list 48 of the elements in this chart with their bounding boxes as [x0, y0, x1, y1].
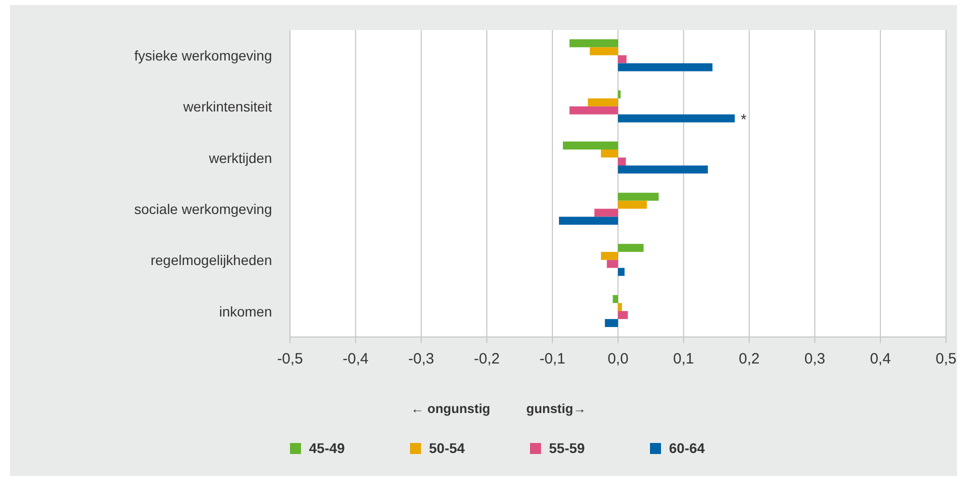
bar	[618, 63, 712, 72]
x-tick-label: -0,1	[539, 350, 566, 368]
bar	[606, 260, 618, 268]
y-tick-label: werkintensiteit	[182, 98, 272, 115]
bar	[604, 319, 618, 328]
x-tick-label: 0,1	[673, 350, 694, 368]
bar	[569, 39, 618, 48]
bar	[618, 90, 621, 98]
x-tick-label: 0,4	[870, 350, 891, 368]
bar	[618, 158, 626, 166]
bar	[612, 295, 618, 304]
x-tick-label: -0,4	[342, 350, 369, 368]
bar	[618, 55, 627, 64]
bar	[618, 114, 735, 122]
x-tick-label: 0,5	[936, 350, 956, 368]
bar	[600, 252, 618, 260]
y-tick-label: sociale werkomgeving	[134, 201, 272, 218]
bar	[569, 106, 618, 114]
legend-label: 50-54	[429, 440, 465, 456]
y-tick-label: fysieke werkomgeving	[134, 48, 272, 64]
bar	[590, 47, 618, 56]
x-tick-label: 0,2	[738, 350, 760, 368]
x-tick-label: 0,0	[608, 350, 628, 368]
bar	[562, 142, 618, 150]
bar	[594, 208, 618, 217]
data-label: *	[740, 111, 747, 128]
legend-label: 60-64	[669, 440, 705, 456]
bar	[618, 268, 625, 276]
x-tick-label: -0,2	[474, 350, 500, 368]
y-tick-label: werktijden	[208, 150, 272, 166]
legend-label: 55-59	[549, 440, 585, 456]
y-tick-label: inkomen	[219, 303, 272, 320]
bar	[618, 200, 647, 209]
bar	[618, 303, 622, 312]
bar	[618, 166, 708, 174]
x-tick-label: -0,5	[277, 350, 303, 368]
bar	[618, 244, 644, 252]
bar	[558, 216, 618, 225]
text: ← ongunstig	[410, 401, 490, 416]
bar	[600, 150, 618, 158]
bar	[618, 192, 659, 201]
x-tick-label: 0,3	[804, 350, 826, 368]
y-tick-label: regelmogelijkheden	[150, 252, 272, 268]
bar	[588, 98, 618, 106]
legend-label: 45-49	[309, 440, 345, 456]
bar	[618, 311, 628, 320]
x-tick-label: -0,3	[408, 350, 434, 368]
text: gunstig→	[526, 401, 586, 416]
